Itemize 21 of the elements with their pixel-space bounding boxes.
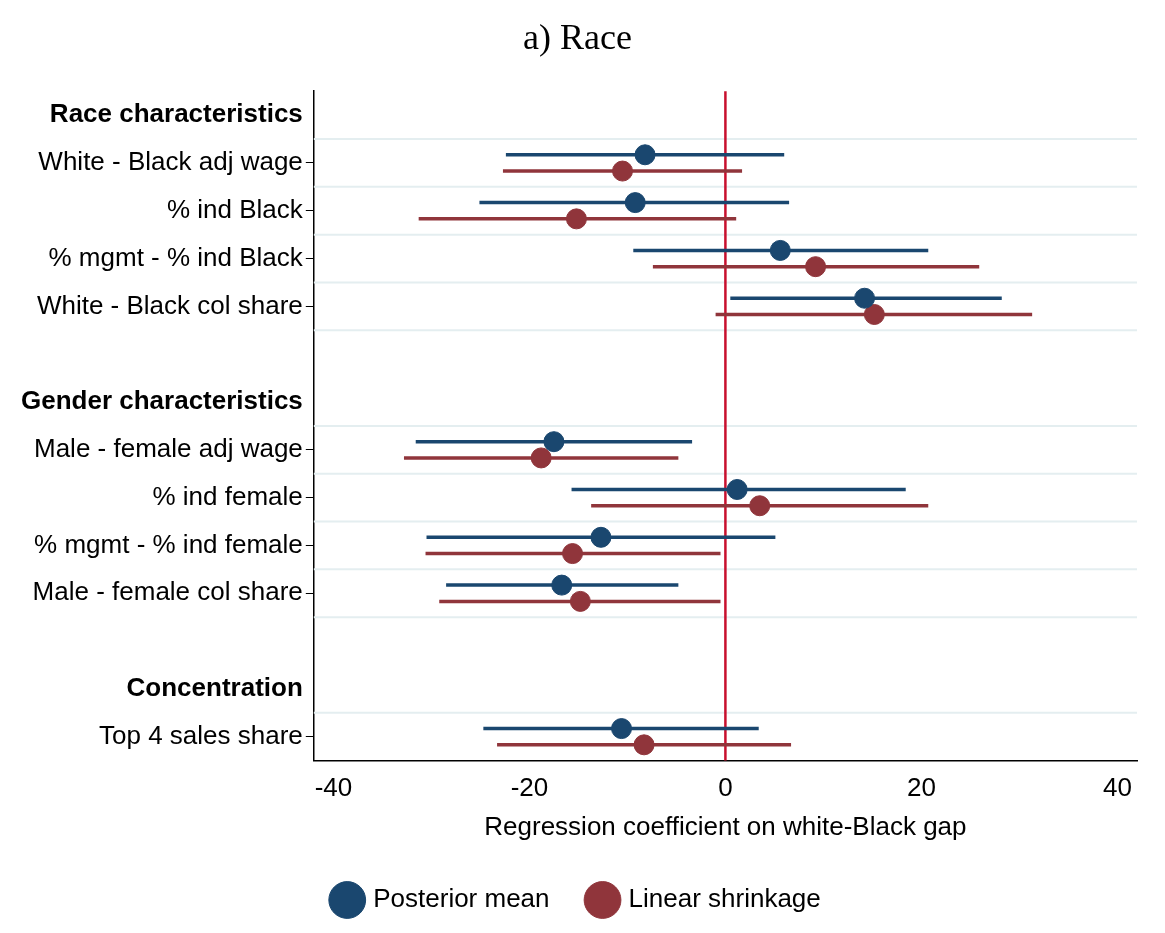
x-tick-label: 20 — [906, 772, 936, 803]
y-tick-label: % ind Black — [166, 193, 304, 224]
y-tick-label: Top 4 sales share — [99, 719, 303, 750]
y-tick-label: Concentration — [126, 672, 303, 703]
y-tick-label: Race characteristics — [49, 98, 303, 129]
y-tick-label: % mgmt - % ind female — [34, 528, 303, 559]
legend-label: Posterior mean — [373, 883, 550, 914]
y-tick-label: Male - female adj wage — [34, 432, 303, 463]
x-axis-title: Regression coefficient on white-Black gap — [484, 810, 967, 841]
chart-title: a) Race — [523, 17, 632, 58]
y-tick-label: Male - female col share — [32, 576, 303, 607]
y-tick-label: White - Black adj wage — [38, 146, 303, 177]
legend-label: Linear shrinkage — [628, 883, 821, 914]
x-tick-label: -20 — [510, 772, 549, 803]
x-tick-label: 40 — [1102, 772, 1132, 803]
x-tick-label: -40 — [314, 772, 353, 803]
x-tick-label: 0 — [718, 772, 733, 803]
y-tick-label: Gender characteristics — [21, 385, 303, 416]
y-tick-label: White - Black col share — [36, 289, 303, 320]
y-tick-label: % ind female — [152, 480, 303, 511]
y-tick-label: % mgmt - % ind Black — [48, 241, 304, 272]
